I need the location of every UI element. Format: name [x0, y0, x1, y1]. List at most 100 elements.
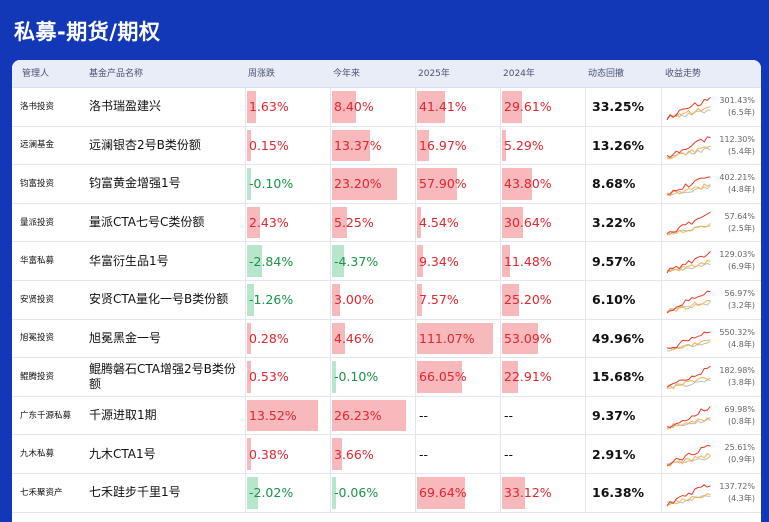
- y2025-value: 69.64%: [419, 485, 467, 501]
- manager-name[interactable]: 量派投资: [20, 217, 55, 228]
- table-header: 管理人 基金产品名称 周涨跌 今年来 2025年 2024年 动态回撤 收益走势: [12, 60, 761, 88]
- header-2024[interactable]: 2024年: [503, 69, 535, 79]
- table-row[interactable]: 鲲腾投资 鲲腾磐石CTA增强2号B类份额 0.53% -0.10% 66.05% 22.9…: [12, 358, 761, 397]
- total-return-years: (0.8年): [728, 416, 755, 426]
- fund-name[interactable]: 远澜银杏2号B类份额: [89, 137, 201, 152]
- y2024-cell: 33.12%: [500, 473, 585, 512]
- table-row[interactable]: 钧富投资 钧富黄金增强1号 -0.10% 23.20% 57.90% 43.80% 8.68…: [12, 165, 761, 204]
- fund-name[interactable]: 千源进取1期: [89, 408, 157, 423]
- header-fund[interactable]: 基金产品名称: [89, 69, 144, 79]
- manager-name[interactable]: 华富私募: [20, 256, 55, 267]
- fund-name[interactable]: 量派CTA七号C类份额: [89, 215, 205, 230]
- fund-name[interactable]: 钧富黄金增强1号: [89, 176, 181, 191]
- trend-cell[interactable]: 137.72% (4.3年): [661, 473, 761, 512]
- week-bar: [247, 283, 254, 316]
- y2024-cell: 43.80%: [500, 165, 585, 203]
- week-bar: [247, 245, 262, 277]
- trend-cell[interactable]: 301.43% (6.5年): [661, 88, 761, 126]
- y2024-bar: [502, 129, 506, 162]
- table-row[interactable]: 量派投资 量派CTA七号C类份额 2.43% 5.25% 4.54% 30.64% 3.22…: [12, 203, 761, 243]
- total-return: 402.21% (4.8年): [719, 172, 755, 196]
- y2025-value: 4.54%: [419, 215, 459, 231]
- total-return: 137.72% (4.3年): [719, 481, 755, 505]
- total-return-value: 550.32%: [719, 327, 755, 337]
- y2025-bar: [417, 322, 494, 355]
- trend-cell[interactable]: 182.98% (3.8年): [661, 358, 761, 396]
- drawdown-value: 2.91%: [585, 435, 661, 473]
- trend-cell[interactable]: 25.61% (0.9年): [661, 435, 761, 473]
- manager-name[interactable]: 旭冕投资: [20, 333, 55, 344]
- trend-cell[interactable]: 57.64% (2.5年): [661, 203, 761, 242]
- trend-cell[interactable]: 112.30% (5.4年): [661, 126, 761, 165]
- drawdown-value: 49.96%: [585, 319, 661, 358]
- table-row[interactable]: 七禾聚资产 七禾跬步千里1号 -2.02% -0.06% 69.64% 33.12% 16.…: [12, 473, 761, 513]
- trend-cell[interactable]: 129.03% (6.9年): [661, 242, 761, 280]
- y2024-bar: [502, 361, 518, 393]
- ytd-value: 3.66%: [334, 446, 374, 462]
- fund-name[interactable]: 安贤CTA量化一号B类份额: [89, 292, 229, 307]
- header-2025[interactable]: 2025年: [418, 69, 450, 79]
- total-return-value: 137.72%: [719, 481, 755, 491]
- manager-name[interactable]: 鲲腾投资: [20, 371, 55, 382]
- manager-name[interactable]: 钧富投资: [20, 178, 55, 189]
- y2025-value: 57.90%: [419, 176, 467, 192]
- manager-name[interactable]: 广东千源私募: [20, 410, 72, 421]
- y2024-cell: 29.61%: [500, 88, 585, 126]
- trend-sparkline-icon: [666, 330, 711, 351]
- header-trend: 收益走势: [665, 69, 702, 79]
- header-week[interactable]: 周涨跌: [248, 69, 276, 79]
- table-row[interactable]: 旭冕投资 旭冕黑金一号 0.28% 4.46% 111.07% 53.09% 49.96% 5…: [12, 319, 761, 359]
- ytd-cell: 5.25%: [330, 203, 415, 242]
- manager-name[interactable]: 安贤投资: [20, 294, 55, 305]
- table-row[interactable]: 洛书投资 洛书瑞盈建兴 1.63% 8.40% 41.41% 29.61% 33.25% 30…: [12, 88, 761, 127]
- trend-cell[interactable]: 56.97% (3.2年): [661, 280, 761, 319]
- fund-name[interactable]: 七禾跬步千里1号: [89, 485, 181, 500]
- y2024-value: 29.61%: [504, 99, 552, 115]
- y2025-cell: 7.57%: [415, 280, 500, 319]
- total-return-years: (4.8年): [728, 339, 755, 349]
- week-value: -2.02%: [249, 485, 294, 501]
- total-return-value: 112.30%: [719, 134, 755, 144]
- header-ytd[interactable]: 今年来: [333, 69, 361, 79]
- table-row[interactable]: 远澜基金 远澜银杏2号B类份额 0.15% 13.37% 16.97% 5.29% 13.2…: [12, 126, 761, 166]
- table-row[interactable]: 广东千源私募 千源进取1期 13.52% 26.23% -- -- 9.37% 69.98% (…: [12, 396, 761, 436]
- week-cell: -0.10%: [245, 165, 330, 203]
- trend-sparkline-icon: [666, 290, 711, 314]
- table-row[interactable]: 华富私募 华富衍生品1号 -2.84% -4.37% 9.34% 11.48% 9.57% 1…: [12, 242, 761, 281]
- week-bar: [247, 361, 251, 393]
- y2024-bar: [502, 168, 533, 200]
- fund-name[interactable]: 洛书瑞盈建兴: [89, 99, 162, 114]
- y2025-value: 7.57%: [419, 292, 459, 308]
- ytd-bar: [332, 245, 345, 277]
- week-cell: 0.15%: [245, 126, 330, 165]
- y2024-bar: [502, 283, 520, 316]
- manager-name[interactable]: 远澜基金: [20, 140, 55, 151]
- y2025-bar: [417, 476, 465, 509]
- ytd-bar: [332, 283, 341, 316]
- week-value: 13.52%: [249, 408, 297, 424]
- fund-name[interactable]: 旭冕黑金一号: [89, 330, 162, 345]
- fund-name[interactable]: 九木CTA1号: [89, 446, 156, 461]
- header-manager[interactable]: 管理人: [22, 69, 50, 79]
- y2024-bar: [502, 245, 510, 277]
- manager-name[interactable]: 七禾聚资产: [20, 487, 63, 498]
- fund-table: 管理人 基金产品名称 周涨跌 今年来 2025年 2024年 动态回撤 收益走势…: [12, 60, 761, 522]
- week-cell: 0.28%: [245, 319, 330, 358]
- trend-cell[interactable]: 402.21% (4.8年): [661, 165, 761, 203]
- y2024-value: --: [504, 408, 514, 424]
- manager-name[interactable]: 九木私募: [20, 449, 55, 460]
- drawdown-value: 6.10%: [585, 280, 661, 319]
- trend-cell[interactable]: 550.32% (4.8年): [661, 319, 761, 358]
- total-return-years: (5.4年): [728, 146, 755, 156]
- table-row[interactable]: 九木私募 九木CTA1号 0.38% 3.66% -- -- 2.91% 25.61% (0.9…: [12, 435, 761, 474]
- y2024-bar: [502, 322, 539, 355]
- y2024-value: 25.20%: [504, 292, 552, 308]
- ytd-cell: 4.46%: [330, 319, 415, 358]
- fund-name[interactable]: 华富衍生品1号: [89, 253, 169, 268]
- trend-sparkline-icon: [666, 484, 711, 507]
- trend-cell[interactable]: 69.98% (0.8年): [661, 396, 761, 435]
- table-row[interactable]: 安贤投资 安贤CTA量化一号B类份额 -1.26% 3.00% 7.57% 25.20% 6…: [12, 280, 761, 320]
- fund-name[interactable]: 鲲腾磐石CTA增强2号B类份额: [89, 361, 236, 391]
- header-drawdown[interactable]: 动态回撤: [588, 69, 625, 79]
- manager-name[interactable]: 洛书投资: [20, 101, 55, 112]
